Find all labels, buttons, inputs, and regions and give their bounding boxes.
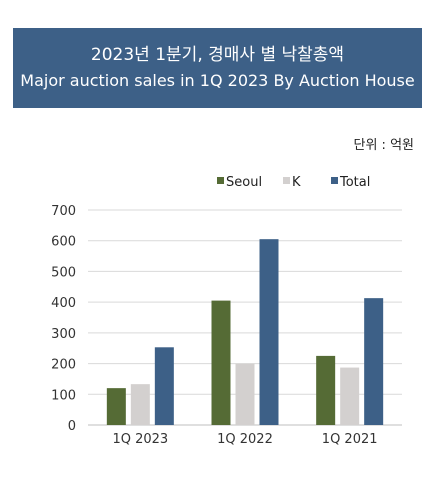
legend: Seoul K Total — [217, 175, 370, 190]
title-banner: 2023년 1분기, 경매사 별 낙찰총액 Major auction sale… — [13, 28, 422, 108]
bar-seoul — [106, 388, 126, 425]
y-tick-label: 200 — [51, 358, 76, 373]
y-tick-label: 100 — [51, 388, 76, 403]
y-tick-label: 0 — [68, 419, 76, 434]
x-axis-ticks: 1Q 2023 1Q 2022 1Q 2021 — [112, 432, 377, 447]
x-tick-label: 1Q 2022 — [217, 432, 273, 447]
bar-seoul — [316, 355, 336, 425]
y-tick-label: 700 — [51, 204, 76, 219]
chart-title-english: Major auction sales in 1Q 2023 By Auctio… — [20, 71, 415, 90]
bar-k — [235, 363, 255, 425]
bar-k — [340, 367, 360, 425]
unit-label: 단위 : 억원 — [353, 138, 415, 153]
legend-label-k: K — [292, 175, 301, 190]
bar-seoul — [211, 300, 231, 425]
legend-swatch-k — [283, 177, 290, 184]
y-tick-label: 600 — [51, 235, 76, 250]
bar-total — [259, 239, 279, 425]
legend-label-seoul: Seoul — [226, 175, 262, 190]
bars — [106, 239, 384, 425]
y-tick-label: 400 — [51, 296, 76, 311]
chart-title-korean: 2023년 1분기, 경매사 별 낙찰총액 — [90, 45, 345, 65]
legend-swatch-total — [331, 177, 338, 184]
bar-total — [154, 347, 174, 425]
y-tick-label: 300 — [51, 327, 76, 342]
x-tick-label: 1Q 2021 — [322, 432, 378, 447]
x-tick-label: 1Q 2023 — [112, 432, 168, 447]
legend-swatch-seoul — [217, 177, 224, 184]
y-tick-label: 500 — [51, 265, 76, 280]
bar-total — [364, 298, 384, 425]
legend-label-total: Total — [339, 175, 370, 190]
bar-k — [130, 384, 150, 425]
y-axis-ticks: 0 100 200 300 400 500 600 700 — [51, 204, 76, 434]
